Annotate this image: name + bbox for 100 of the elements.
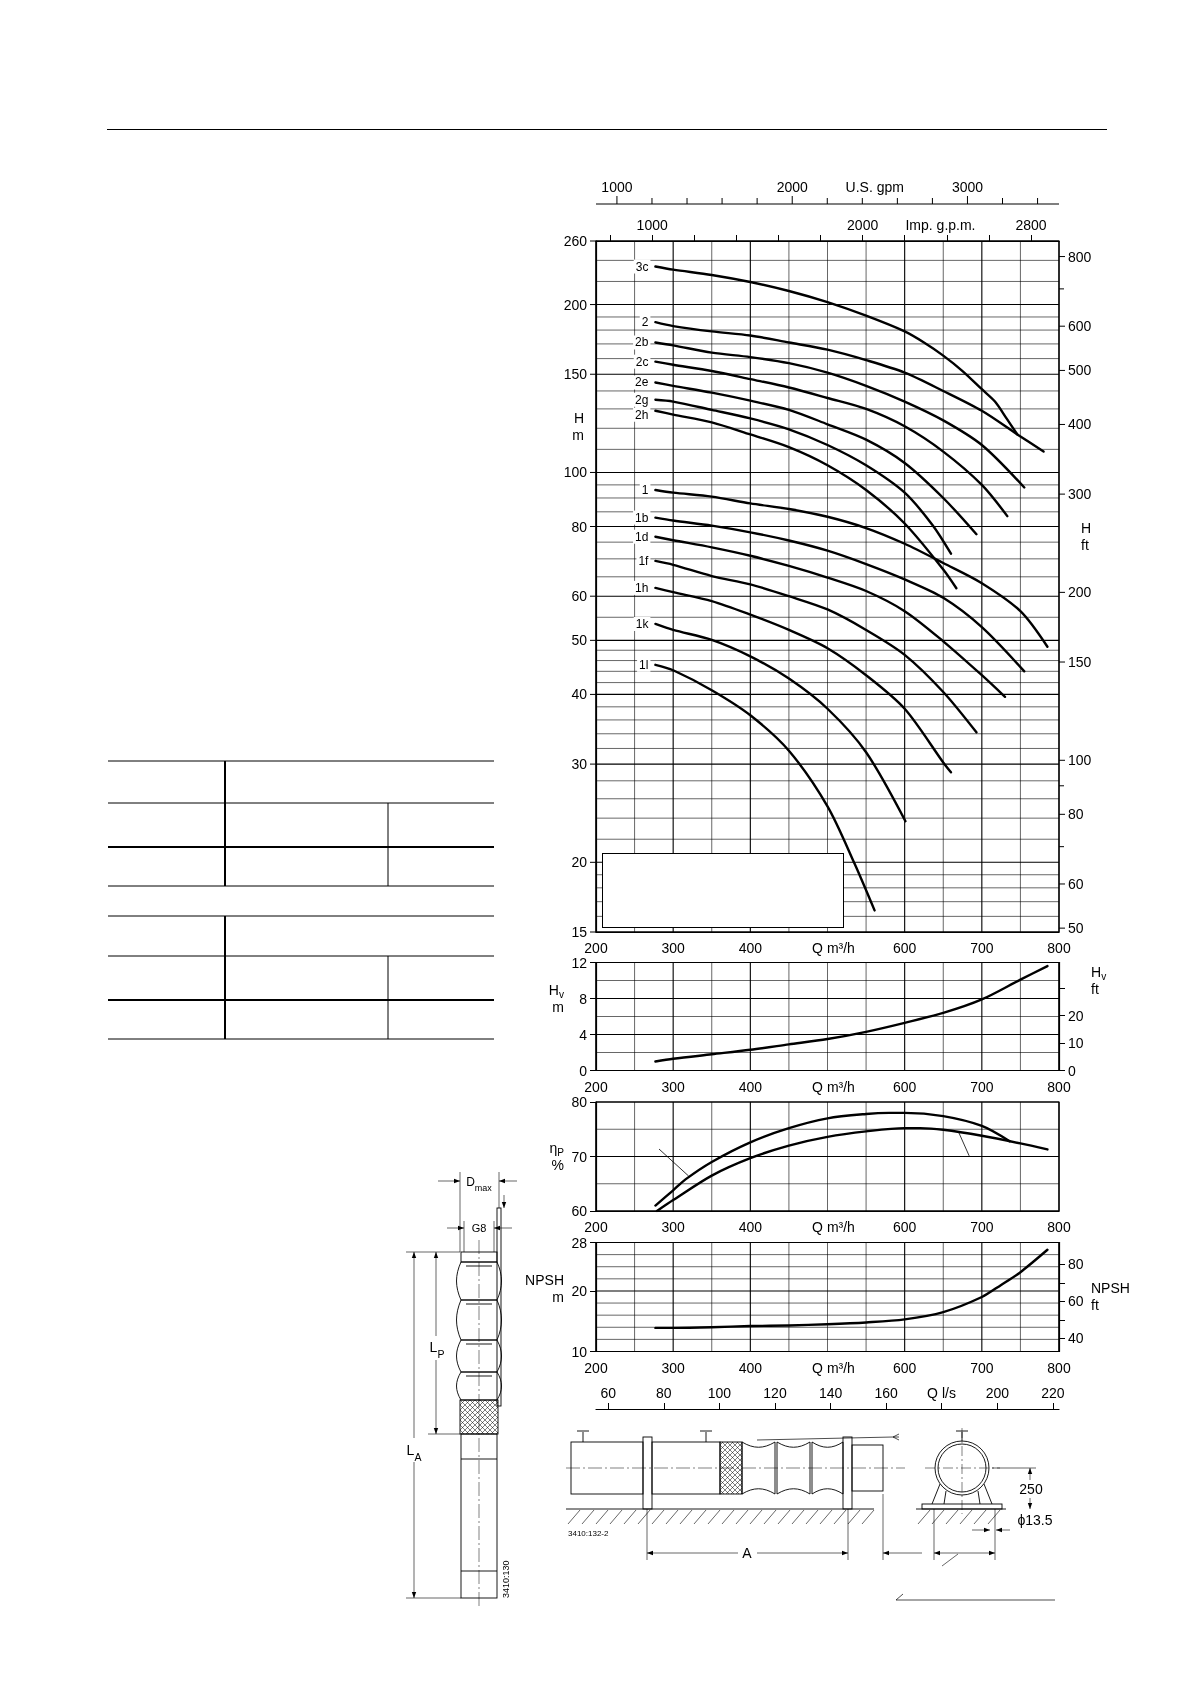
y-tick-label: 20 (571, 854, 588, 871)
text: U.S. gpm (845, 178, 904, 195)
y2-tick-label: 80 (1068, 1256, 1084, 1273)
x-tick-label: 700 (970, 1219, 994, 1235)
x2-tick-label: 220 (1041, 1385, 1065, 1401)
text: L$_{A}$ (406, 1442, 422, 1463)
x-tick-label: 300 (661, 1359, 686, 1376)
y-tick-label: 260 (563, 233, 588, 249)
series-label: 1k (635, 616, 650, 631)
x-axis-title: Q m³/h (812, 1359, 855, 1376)
text: 800 (1068, 248, 1092, 265)
series-label: 1 (641, 483, 649, 498)
y-tick-label: 12 (571, 954, 588, 971)
x2-tick-label: 160 (874, 1385, 899, 1401)
x-tick-label: 700 (970, 1078, 994, 1095)
text: 2000 (776, 178, 808, 195)
x-tick-label: 700 (970, 940, 994, 956)
y2-tick-label: 60 (1068, 1293, 1084, 1310)
series-label: 1l (639, 657, 649, 672)
text: 250 (1019, 1481, 1043, 1497)
x-tick-label: 800 (1047, 1219, 1071, 1235)
y2-tick-label: 0 (1068, 1062, 1076, 1079)
y-tick-label: 60 (571, 1203, 588, 1219)
x-tick-label: 400 (738, 1359, 763, 1376)
text: 60 (1068, 875, 1084, 892)
x-tick-label: 700 (970, 1359, 994, 1376)
y-tick-label: 200 (563, 296, 588, 313)
series-label: 1f (638, 553, 650, 568)
x-tick-label: 300 (661, 1219, 686, 1235)
x-axis-title: Q m³/h (812, 940, 855, 956)
series-label: 2c (635, 354, 649, 369)
series-label: 2b (635, 335, 649, 350)
x-tick-label: 600 (892, 940, 917, 956)
y-axis-title: η$_{P}$ % (549, 1139, 564, 1173)
y-tick-label: 28 (571, 1234, 588, 1251)
y-tick-label: 50 (571, 632, 588, 649)
x2-tick-label: 1000 (636, 217, 668, 233)
text: 400 (1068, 415, 1092, 432)
text: G8 (471, 1222, 487, 1234)
series-label: 2g (635, 392, 649, 407)
text: 150 (1068, 653, 1092, 670)
text: 300 (1068, 485, 1092, 502)
x2-tick-label: 2000 (847, 217, 879, 233)
x-axis-title: Q m³/h (812, 1219, 855, 1235)
y-tick-label: 60 (571, 588, 588, 605)
x2-tick-label: 140 (818, 1385, 843, 1401)
x2-axis-title: Q l/s (927, 1385, 956, 1401)
y2-tick-label: 20 (1068, 1007, 1084, 1024)
y2-tick-label: 10 (1068, 1035, 1084, 1052)
y-axis-title: H m (572, 409, 584, 443)
text: 1000 (601, 178, 633, 195)
x2-tick-label: 100 (707, 1385, 732, 1401)
series-label: 2h (635, 407, 649, 422)
y-tick-label: 30 (571, 756, 588, 773)
x-tick-label: 300 (661, 1078, 686, 1095)
x2-tick-label: 60 (600, 1385, 617, 1401)
text: D$_{max}$ (466, 1175, 493, 1193)
x-tick-label: 800 (1047, 1359, 1071, 1376)
x-tick-label: 600 (892, 1219, 917, 1235)
text: 50 (1068, 919, 1084, 936)
y2-axis-title: H$_{v}$ ft (1091, 963, 1107, 997)
x-tick-label: 600 (892, 1359, 917, 1376)
text: 600 (1068, 317, 1092, 334)
series-label: 3c (635, 259, 649, 274)
y-tick-label: 10 (571, 1343, 588, 1360)
y-axis-title: H$_{v}$ m (548, 981, 564, 1015)
text: 500 (1068, 361, 1092, 378)
text: A (742, 1545, 753, 1561)
y-tick-label: 80 (571, 1094, 588, 1110)
text: 100 (1068, 751, 1092, 768)
x-tick-label: 300 (661, 940, 686, 956)
x2-tick-label: 200 (985, 1385, 1010, 1401)
y-axis-title: NPSH m (525, 1272, 564, 1305)
x-axis-title: Q m³/h (812, 1078, 855, 1095)
y-tick-label: 80 (571, 518, 588, 535)
y-tick-label: 15 (571, 924, 588, 940)
series-label: 2e (635, 375, 649, 390)
text: 3000 (951, 178, 984, 195)
text: 80 (1068, 805, 1084, 822)
x-tick-label: 400 (738, 1078, 763, 1095)
text: 200 (1068, 583, 1092, 600)
x2-tick-label: 120 (763, 1385, 787, 1401)
y-tick-label: 100 (563, 464, 588, 481)
y-tick-label: 4 (579, 1026, 588, 1043)
x2-tick-label: 80 (656, 1385, 672, 1401)
y2-tick-label: 40 (1068, 1330, 1084, 1347)
series-label: 1b (635, 510, 649, 525)
text: ϕ13.5 (1017, 1512, 1053, 1528)
x2-axis-title: Imp. g.p.m. (905, 217, 976, 233)
series-label: 1d (635, 529, 649, 544)
y2-axis-title: NPSH ft (1091, 1280, 1130, 1313)
y-tick-label: 0 (579, 1062, 588, 1079)
y-tick-label: 40 (571, 686, 588, 703)
y-tick-label: 150 (563, 366, 588, 383)
x-tick-label: 400 (738, 940, 763, 956)
text: H ft (1081, 519, 1092, 553)
y-tick-label: 8 (579, 990, 588, 1007)
x-tick-label: 800 (1047, 940, 1071, 956)
x-tick-label: 800 (1047, 1078, 1071, 1095)
text: 3410:130 (501, 1560, 511, 1598)
